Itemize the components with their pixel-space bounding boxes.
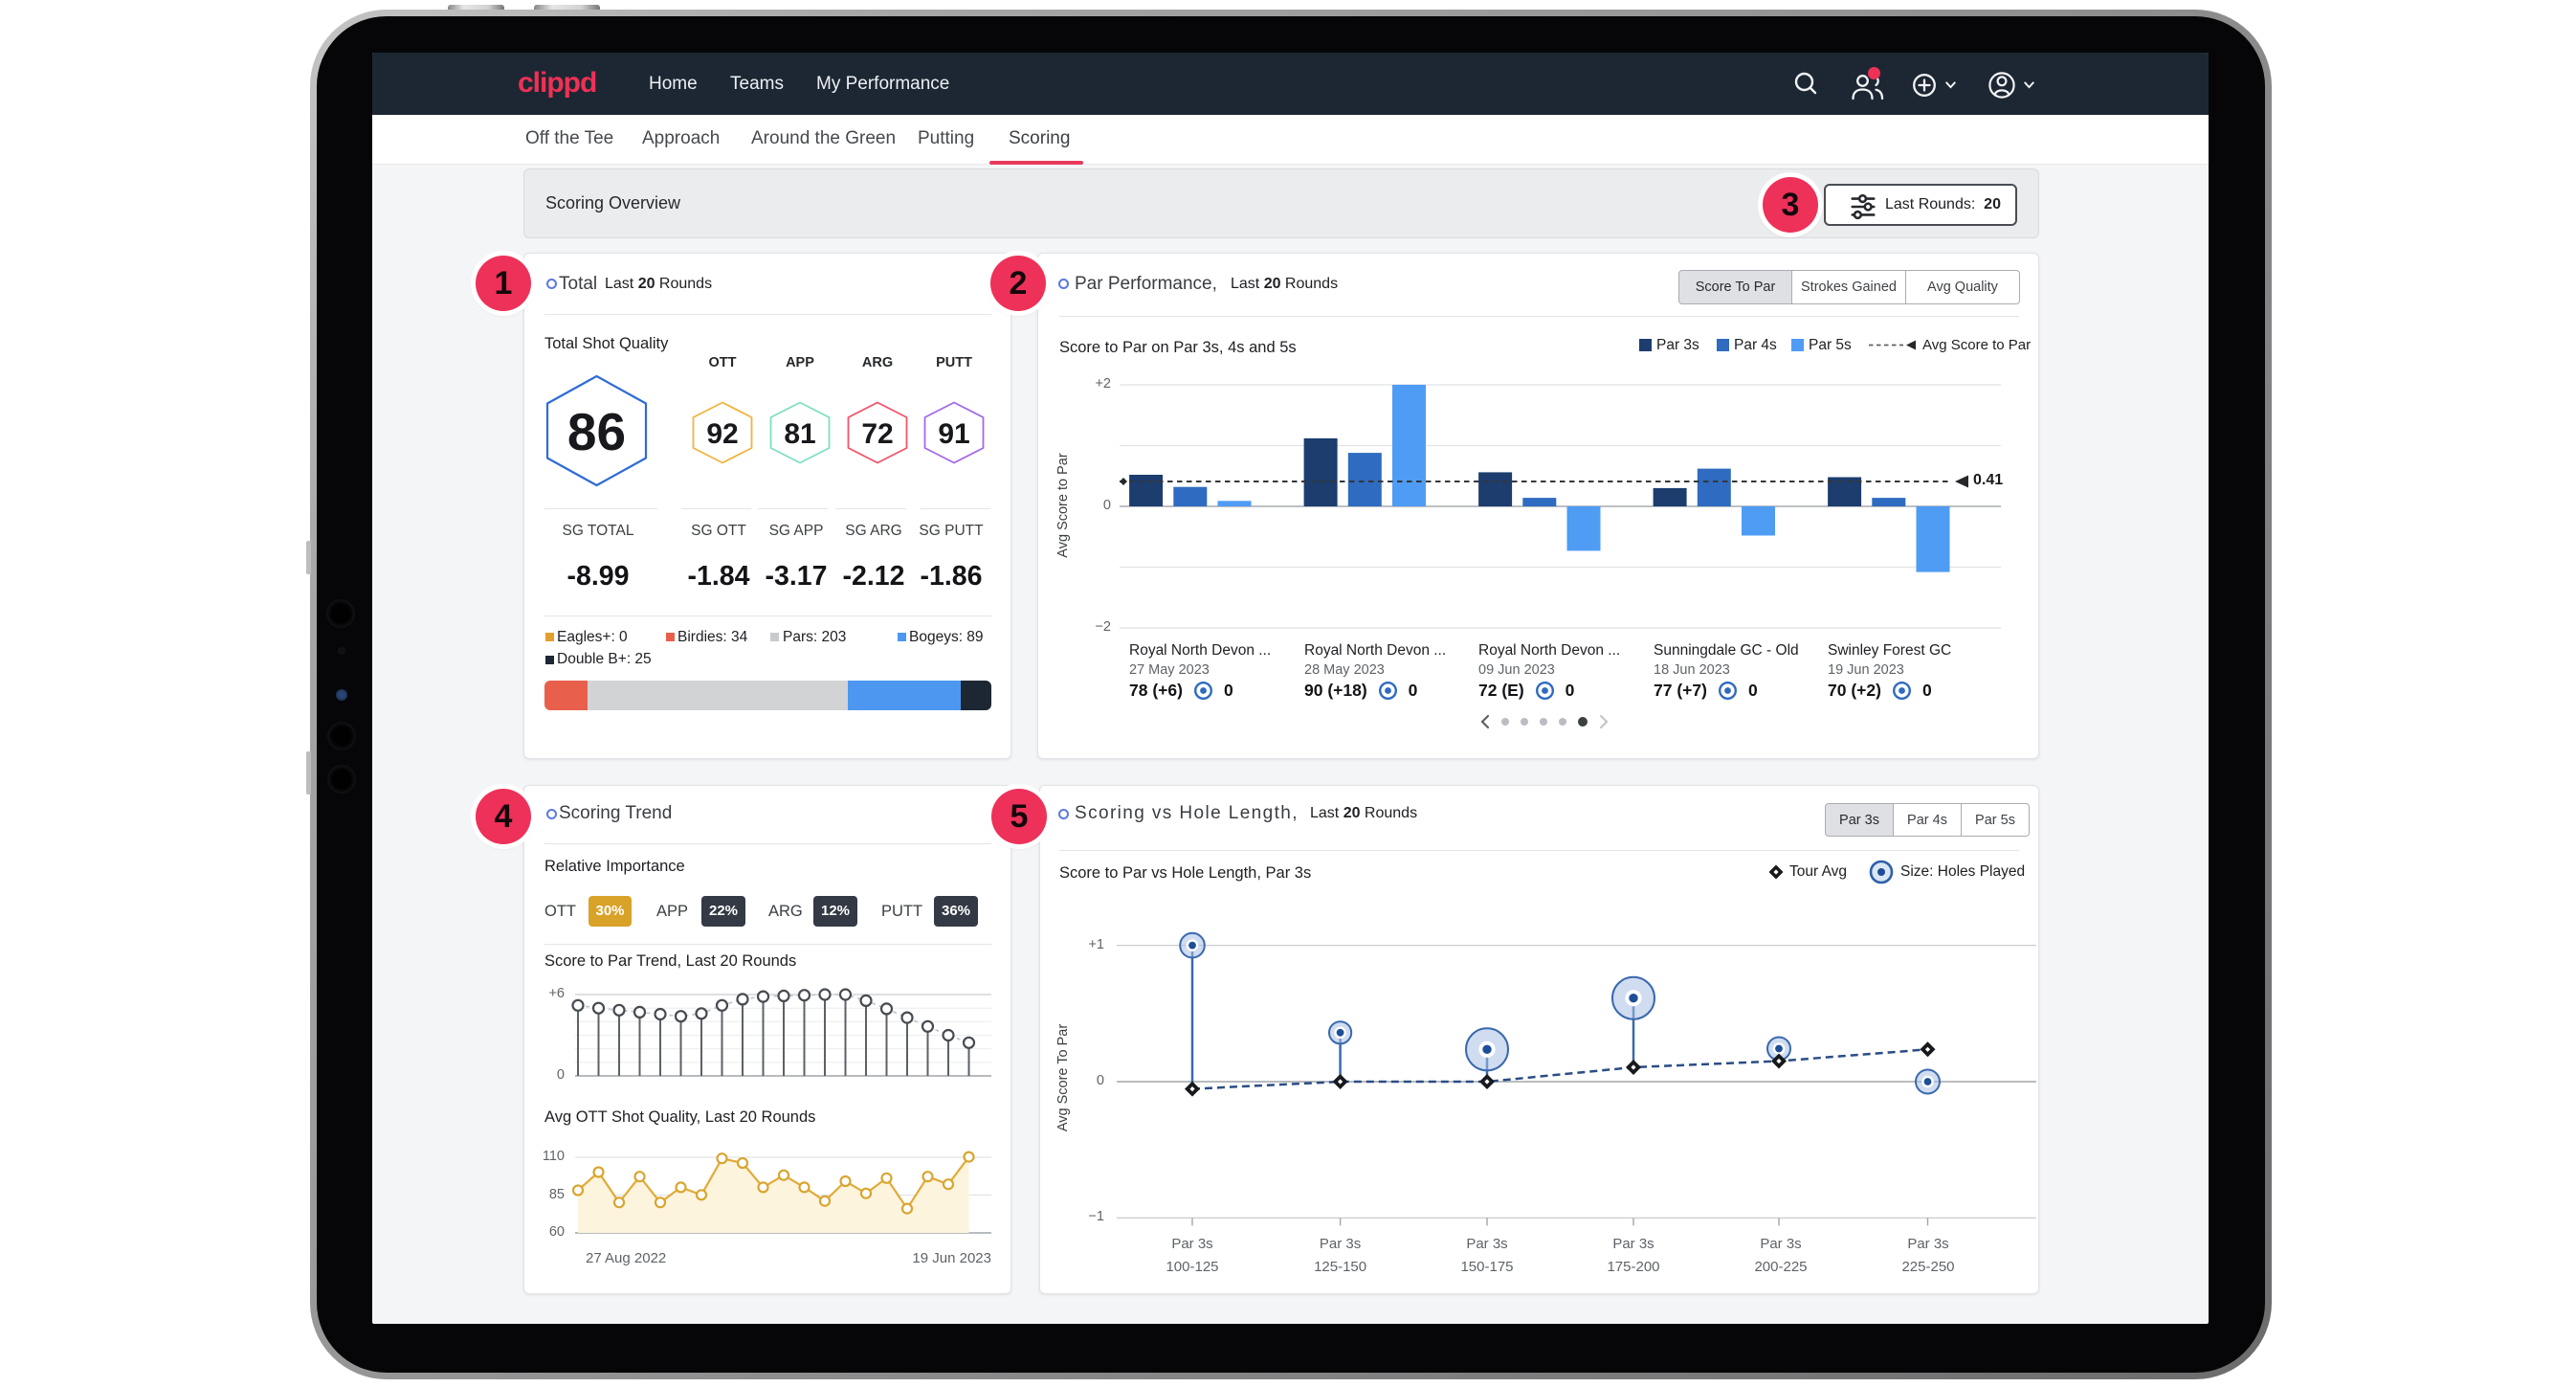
svg-text:81: 81	[784, 418, 815, 450]
svg-text:72: 72	[861, 418, 893, 450]
svg-text:91: 91	[938, 418, 969, 450]
svg-text:92: 92	[706, 418, 738, 450]
svg-text:86: 86	[567, 402, 626, 461]
